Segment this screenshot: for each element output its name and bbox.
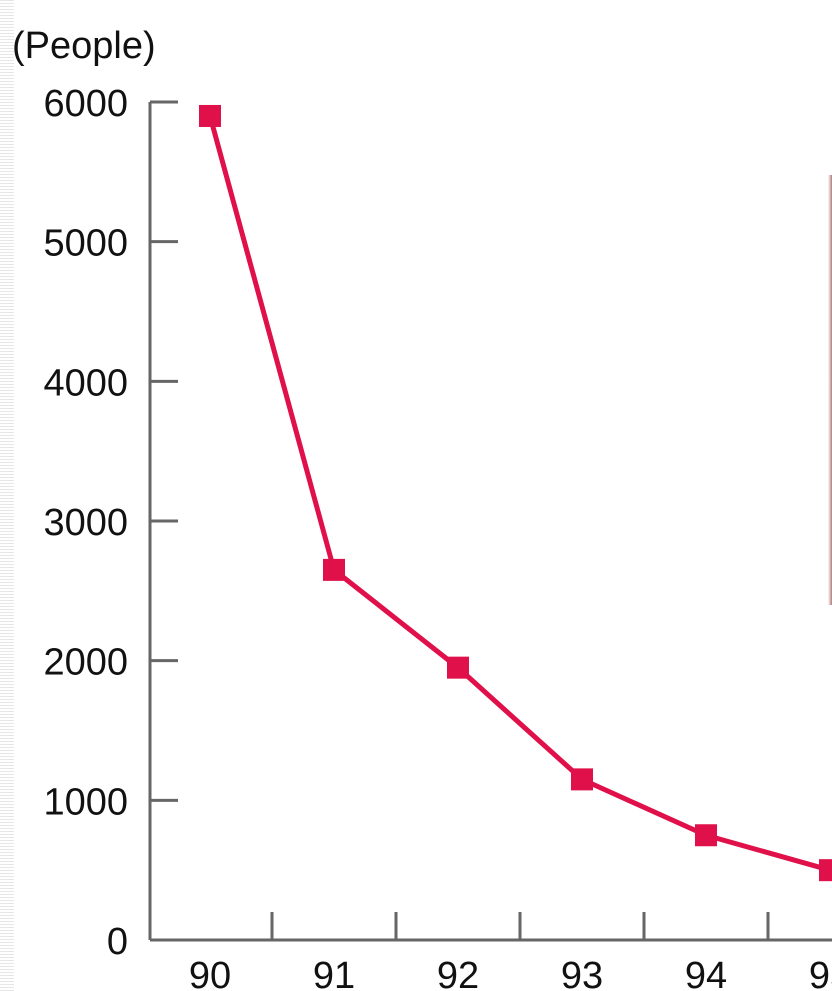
x-tick-label: 93 bbox=[561, 955, 603, 991]
data-point-marker bbox=[571, 768, 593, 791]
data-point-marker bbox=[819, 859, 832, 882]
y-tick-label: 5000 bbox=[43, 223, 128, 265]
series-people bbox=[199, 104, 832, 882]
y-tick-label: 4000 bbox=[43, 362, 128, 404]
x-tick-label: 95 bbox=[809, 955, 832, 991]
x-tick-label: 94 bbox=[685, 955, 727, 991]
x-tick-label: 91 bbox=[313, 955, 355, 991]
y-tick-label: 0 bbox=[107, 921, 128, 963]
y-tick-label: 3000 bbox=[43, 502, 128, 544]
right-edge-shadow bbox=[828, 175, 832, 605]
data-point-marker bbox=[323, 558, 345, 581]
y-tick-label: 6000 bbox=[43, 83, 128, 125]
data-point-marker bbox=[695, 824, 717, 847]
x-tick-label: 92 bbox=[437, 955, 479, 991]
x-ticks: 90 91 92 93 94 95 bbox=[189, 912, 832, 991]
x-tick-label: 90 bbox=[189, 955, 231, 991]
y-tick-label: 2000 bbox=[43, 642, 128, 684]
y-axis-label: (People) bbox=[12, 25, 156, 67]
data-point-marker bbox=[199, 104, 221, 127]
left-edge-strip bbox=[0, 0, 14, 991]
data-point-marker bbox=[447, 656, 469, 679]
series-line bbox=[207, 115, 831, 873]
y-ticks: 0 1000 2000 3000 4000 5000 6000 bbox=[43, 83, 178, 963]
y-tick-label: 1000 bbox=[43, 781, 128, 823]
